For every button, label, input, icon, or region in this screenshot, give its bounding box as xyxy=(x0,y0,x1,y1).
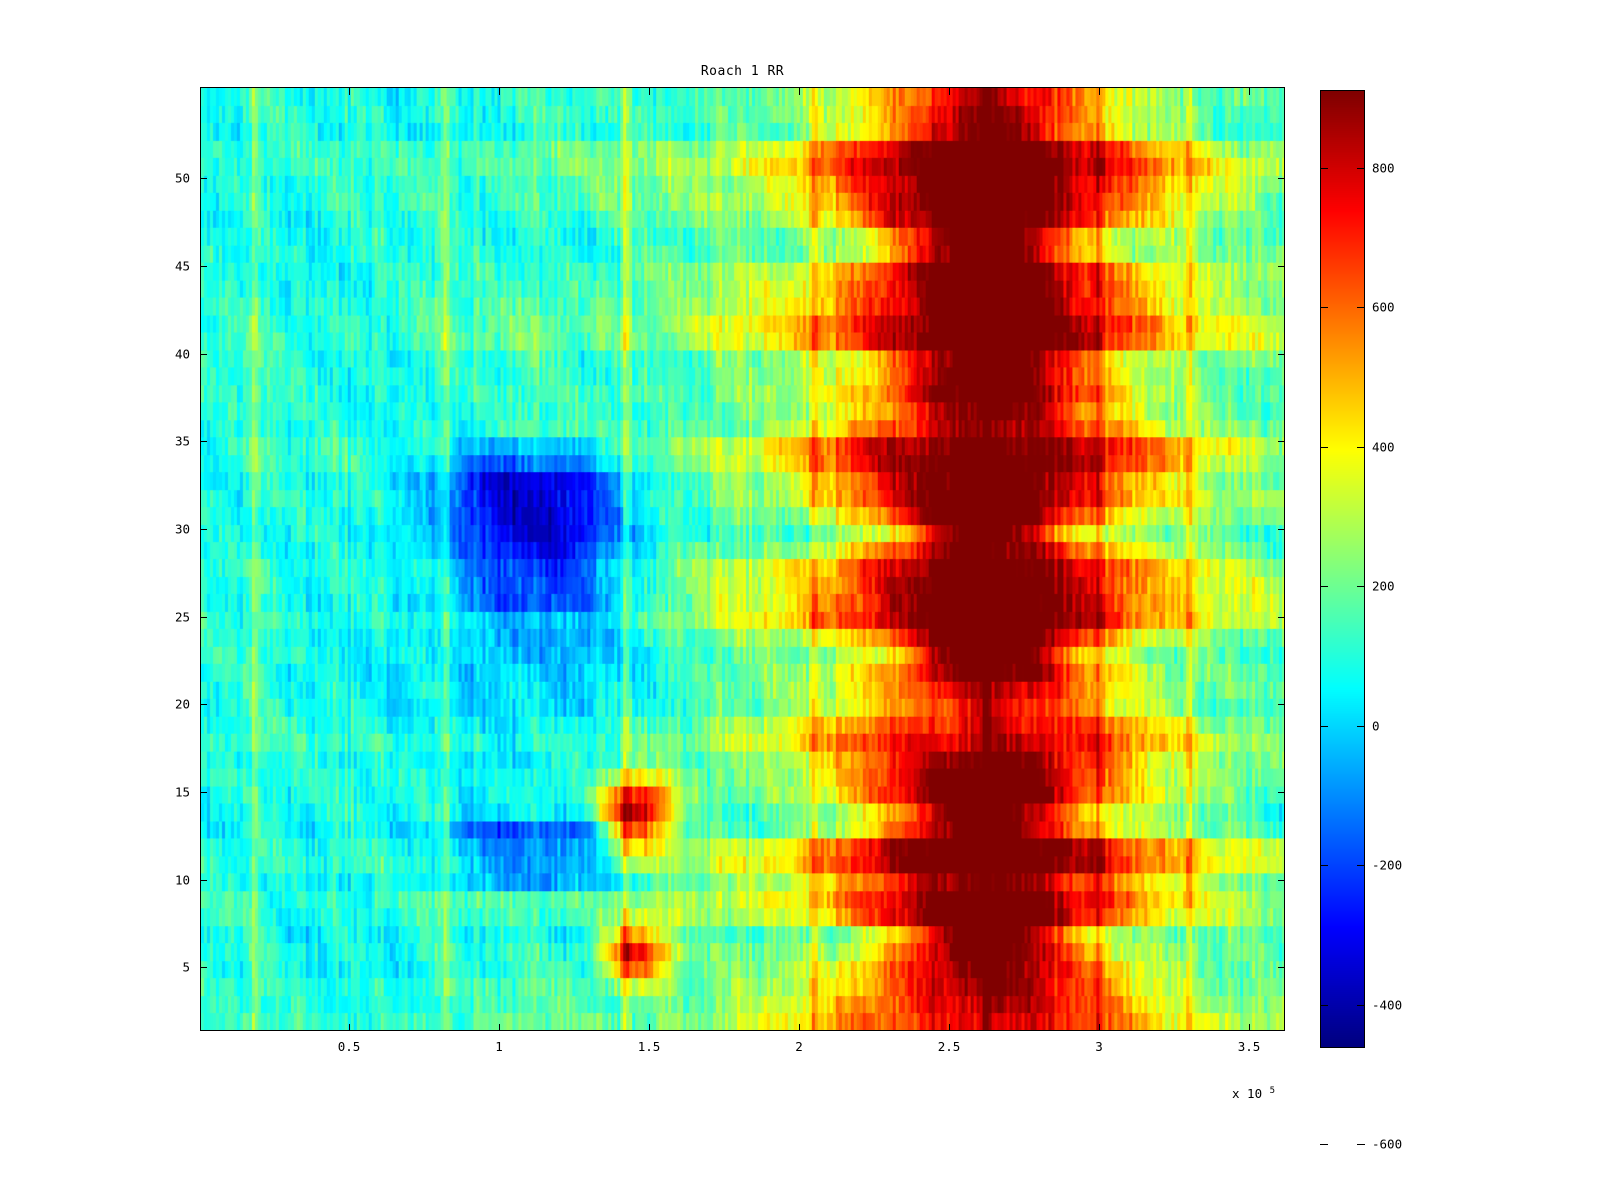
y-tick-mark-right xyxy=(1278,880,1285,881)
x-tick-mark xyxy=(949,1024,950,1031)
x-tick-mark-top xyxy=(1099,88,1100,95)
colorbar-tick-label: 400 xyxy=(1372,439,1395,455)
y-tick-mark xyxy=(200,266,207,267)
colorbar-tick-mark-right xyxy=(1357,447,1365,448)
colorbar-tick-mark-right xyxy=(1357,586,1365,587)
x-tick-label: 1.5 xyxy=(637,1039,661,1054)
x-tick-mark xyxy=(1249,1024,1250,1031)
colorbar-tick-mark-right xyxy=(1357,726,1365,727)
y-tick-mark-right xyxy=(1278,266,1285,267)
x-tick-mark xyxy=(799,1024,800,1031)
x-tick-mark-top xyxy=(799,88,800,95)
y-tick-mark xyxy=(200,529,207,530)
y-tick-mark xyxy=(200,617,207,618)
colorbar-tick-label: 0 xyxy=(1372,718,1380,734)
colorbar-tick-mark xyxy=(1320,865,1328,866)
heatmap-axes[interactable] xyxy=(200,87,1285,1031)
x-tick-mark-top xyxy=(1249,88,1250,95)
colorbar-tick-label: -200 xyxy=(1372,857,1403,873)
y-tick-label: 20 xyxy=(174,696,190,712)
x-tick-mark xyxy=(1099,1024,1100,1031)
colorbar[interactable] xyxy=(1320,90,1365,1048)
x-tick-mark xyxy=(349,1024,350,1031)
x-tick-mark-top xyxy=(649,88,650,95)
y-tick-mark xyxy=(200,354,207,355)
y-tick-mark-right xyxy=(1278,704,1285,705)
y-tick-mark-right xyxy=(1278,792,1285,793)
x-axis-exponent-label: x 10 5 xyxy=(1232,1086,1276,1102)
y-tick-label: 10 xyxy=(174,872,190,888)
y-tick-mark-right xyxy=(1278,529,1285,530)
y-tick-label: 50 xyxy=(174,170,190,186)
y-tick-mark xyxy=(200,704,207,705)
y-tick-mark-right xyxy=(1278,441,1285,442)
y-tick-mark xyxy=(200,178,207,179)
colorbar-gradient xyxy=(1321,91,1364,1047)
x-tick-label: 2.5 xyxy=(937,1039,961,1054)
colorbar-tick-mark xyxy=(1320,726,1328,727)
x-tick-label: 3.5 xyxy=(1237,1039,1261,1054)
y-tick-mark xyxy=(200,880,207,881)
colorbar-tick-label: 600 xyxy=(1372,299,1395,315)
y-tick-mark xyxy=(200,792,207,793)
x-tick-mark xyxy=(649,1024,650,1031)
y-tick-label: 5 xyxy=(182,959,190,975)
colorbar-tick-mark-right xyxy=(1357,865,1365,866)
x-tick-label: 0.5 xyxy=(337,1039,361,1054)
x-tick-label: 1 xyxy=(495,1039,503,1054)
colorbar-tick-mark-right xyxy=(1357,1144,1365,1145)
colorbar-tick-mark xyxy=(1320,586,1328,587)
colorbar-tick-mark xyxy=(1320,168,1328,169)
colorbar-tick-label: -600 xyxy=(1372,1136,1403,1152)
colorbar-tick-mark-right xyxy=(1357,1005,1365,1006)
page-title: Roach 1 RR xyxy=(700,64,785,79)
y-tick-label: 45 xyxy=(174,258,190,274)
x-tick-mark xyxy=(499,1024,500,1031)
y-tick-mark xyxy=(200,967,207,968)
y-tick-label: 40 xyxy=(174,346,190,362)
colorbar-tick-mark-right xyxy=(1357,307,1365,308)
y-tick-mark xyxy=(200,441,207,442)
x-tick-mark-top xyxy=(499,88,500,95)
colorbar-tick-label: 200 xyxy=(1372,578,1395,594)
y-tick-label: 35 xyxy=(174,433,190,449)
colorbar-tick-mark xyxy=(1320,447,1328,448)
y-tick-mark-right xyxy=(1278,967,1285,968)
y-tick-label: 15 xyxy=(174,784,190,800)
colorbar-tick-mark xyxy=(1320,1005,1328,1006)
x-tick-label: 2 xyxy=(795,1039,803,1054)
heatmap-image xyxy=(201,88,1284,1030)
y-tick-mark-right xyxy=(1278,354,1285,355)
x-tick-label: 3 xyxy=(1095,1039,1103,1054)
y-tick-mark-right xyxy=(1278,178,1285,179)
colorbar-tick-label: 800 xyxy=(1372,160,1395,176)
colorbar-tick-label: -400 xyxy=(1372,997,1403,1013)
y-tick-label: 25 xyxy=(174,609,190,625)
colorbar-tick-mark-right xyxy=(1357,168,1365,169)
colorbar-tick-mark xyxy=(1320,1144,1328,1145)
y-tick-mark-right xyxy=(1278,617,1285,618)
y-tick-label: 30 xyxy=(174,521,190,537)
x-tick-mark-top xyxy=(349,88,350,95)
x-tick-mark-top xyxy=(949,88,950,95)
colorbar-tick-mark xyxy=(1320,307,1328,308)
